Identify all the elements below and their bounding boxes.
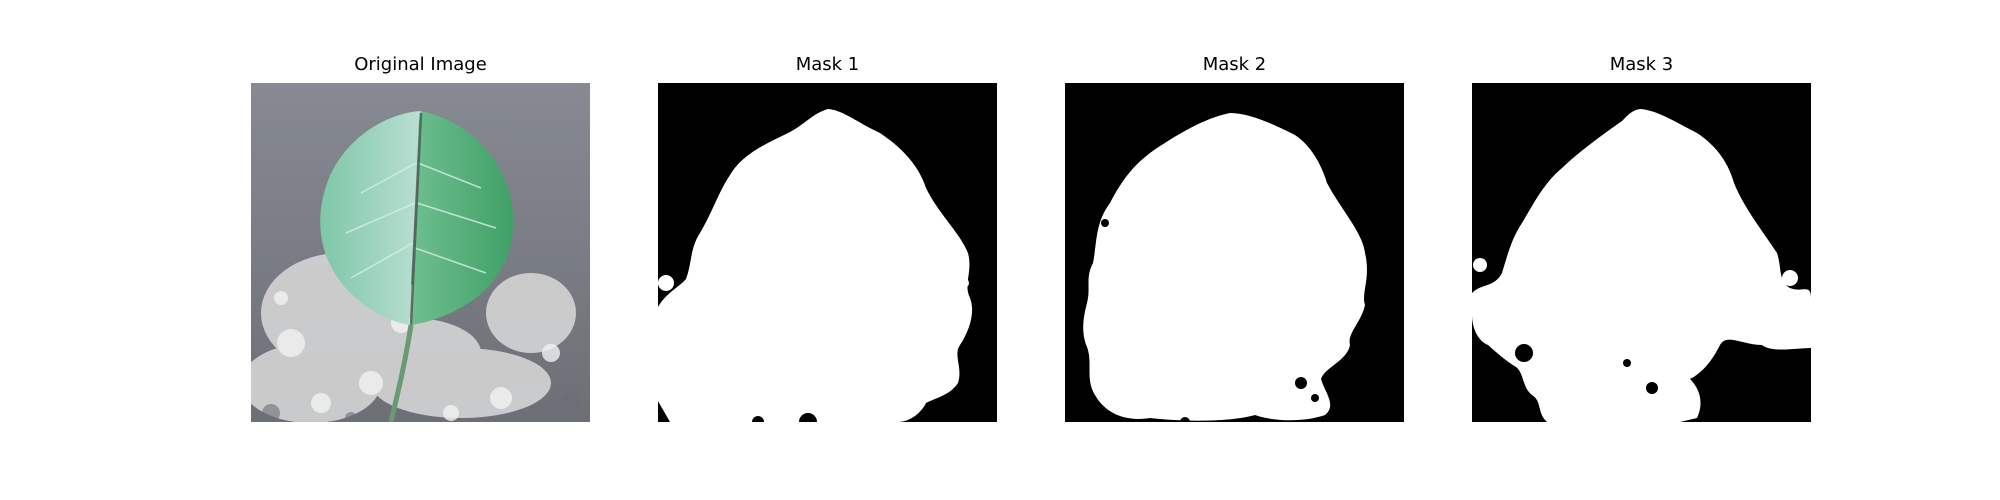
mask-2-image <box>1065 83 1404 422</box>
original-leaf-photo <box>251 83 590 422</box>
mask-1-title: Mask 1 <box>795 54 860 75</box>
mask-1-image <box>658 83 997 422</box>
original-image-title: Original Image <box>354 54 487 75</box>
mask-3-title: Mask 3 <box>1609 54 1674 75</box>
mask-3-image <box>1472 83 1811 422</box>
mask-2-title: Mask 2 <box>1202 54 1267 75</box>
